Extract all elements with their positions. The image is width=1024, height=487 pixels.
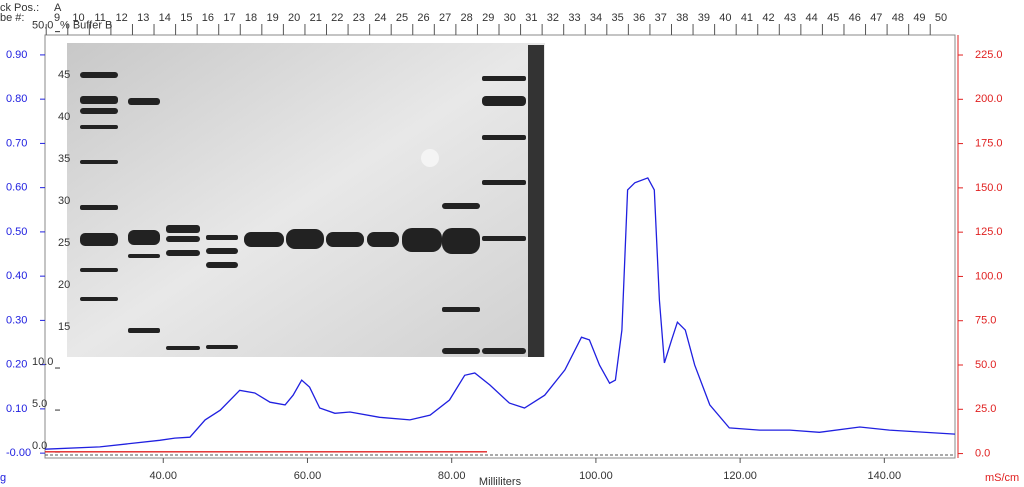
x-tick-label: 80.00 (438, 470, 466, 482)
y2-tick-label: 0.0 (975, 447, 990, 459)
fraction-number: 49 (913, 12, 925, 24)
y3-tick-label: 10.0 (32, 356, 53, 368)
fraction-number: 36 (633, 12, 645, 24)
fraction-number: 44 (806, 12, 818, 24)
fraction-number: 13 (137, 12, 149, 24)
gel-background (67, 43, 545, 357)
y2-tick-label: 25.0 (975, 403, 996, 415)
y2-tick-label: 200.0 (975, 93, 1003, 105)
y-tick-label: 0.80 (6, 93, 27, 105)
fraction-number: 37 (655, 12, 667, 24)
y-tick-label: 0.10 (6, 403, 27, 415)
fraction-number: 34 (590, 12, 602, 24)
fraction-number: 20 (288, 12, 300, 24)
y-tick-label: 0.30 (6, 314, 27, 326)
fraction-number: 48 (892, 12, 904, 24)
fraction-number: 33 (568, 12, 580, 24)
gel-marker-label: 20 (58, 279, 70, 291)
gel-bubble (421, 149, 439, 167)
x-tick-label: 120.00 (723, 470, 757, 482)
fraction-number: 26 (417, 12, 429, 24)
fraction-number: 46 (849, 12, 861, 24)
fraction-number: 11 (94, 12, 105, 24)
gel-marker-label: 35 (58, 153, 70, 165)
y3-axis-label: % Buffer B (60, 20, 112, 32)
fraction-number: 24 (374, 12, 386, 24)
y3-tick-label: 50.0 (32, 20, 53, 32)
x-tick-label: 60.00 (294, 470, 322, 482)
fraction-number: 30 (504, 12, 516, 24)
y2-tick-label: 225.0 (975, 49, 1003, 61)
fraction-number: 35 (611, 12, 623, 24)
gel-image (67, 43, 545, 357)
y-tick-label: 0.90 (6, 49, 27, 61)
fraction-number: 41 (741, 12, 753, 24)
x-axis-label: Milliliters (479, 476, 522, 487)
fraction-number: 42 (762, 12, 774, 24)
y-tick-label: 0.70 (6, 137, 27, 149)
over-layer: 45 40 35 30 25 20 15 (58, 69, 70, 333)
fraction-number: 21 (310, 12, 322, 24)
fraction-number: 47 (870, 12, 882, 24)
y-tick-label: 0.60 (6, 182, 27, 194)
y2-axis-label: mS/cm (985, 472, 1019, 484)
x-tick-label: 40.00 (149, 470, 177, 482)
y3-tick-label: 5.0 (32, 398, 47, 410)
gel-marker-label: 15 (58, 321, 70, 333)
rack-value: A (54, 2, 62, 14)
fraction-number: 15 (180, 12, 192, 24)
gel-marker-label: 30 (58, 195, 70, 207)
y2-tick-label: 100.0 (975, 270, 1003, 282)
fraction-number: 18 (245, 12, 257, 24)
gel-marker-label: 25 (58, 237, 70, 249)
fraction-number: 19 (266, 12, 278, 24)
y-tick-label: 0.20 (6, 359, 27, 371)
y3-tick-label: 0.0 (32, 440, 47, 452)
fraction-number: 27 (439, 12, 451, 24)
fraction-number: 25 (396, 12, 408, 24)
y-axis-label: g (0, 472, 6, 484)
gel-marker-label: 45 (58, 69, 70, 81)
y2-tick-label: 150.0 (975, 182, 1003, 194)
rack-label: ck Pos.: (0, 2, 39, 14)
x-tick-label: 140.00 (868, 470, 902, 482)
gel-bands (80, 45, 544, 357)
fraction-number: 45 (827, 12, 839, 24)
y2-tick-label: 50.0 (975, 359, 996, 371)
fraction-number: 10 (72, 12, 84, 24)
x-tick-label: 100.00 (579, 470, 613, 482)
plot-frame (44, 34, 956, 459)
fraction-number: 38 (676, 12, 688, 24)
fraction-number: 31 (525, 12, 537, 24)
fraction-number: 23 (353, 12, 365, 24)
fraction-number: 28 (461, 12, 473, 24)
y-tick-label: 0.50 (6, 226, 27, 238)
fraction-number: 12 (116, 12, 128, 24)
fraction-number: 40 (719, 12, 731, 24)
series-line (44, 177, 956, 450)
fraction-number: 9 (54, 12, 60, 24)
fraction-number: 22 (331, 12, 343, 24)
y2-tick-label: 125.0 (975, 226, 1003, 238)
fraction-number: 43 (784, 12, 796, 24)
gel-marker-label: 40 (58, 111, 70, 123)
y-tick-label: 0.40 (6, 270, 27, 282)
fraction-number: 32 (547, 12, 559, 24)
y2-tick-label: 75.0 (975, 315, 996, 327)
fraction-number: 14 (159, 12, 171, 24)
fraction-number: 39 (698, 12, 710, 24)
fraction-label: be #: (0, 12, 24, 24)
fraction-number: 17 (223, 12, 235, 24)
y-tick-label: -0.00 (6, 447, 31, 459)
fraction-number: 16 (202, 12, 214, 24)
y2-tick-label: 175.0 (975, 137, 1003, 149)
fraction-number: 50 (935, 12, 947, 24)
fraction-number: 29 (482, 12, 494, 24)
